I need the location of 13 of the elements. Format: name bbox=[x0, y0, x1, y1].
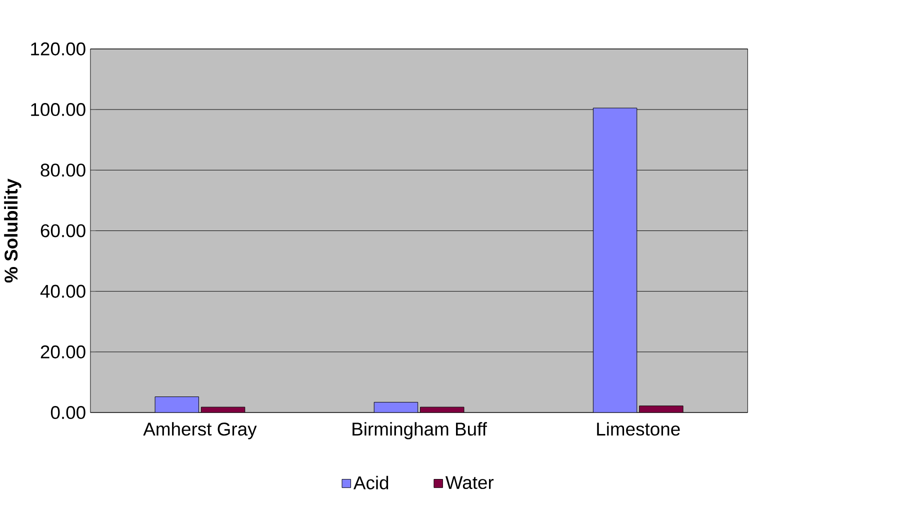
y-axis-title: % Solubility bbox=[4, 178, 22, 283]
y-tick-label: 60.00 bbox=[40, 224, 86, 238]
y-tick-label: 100.00 bbox=[31, 103, 86, 116]
x-tick-label: Birmingham Buff bbox=[352, 422, 488, 440]
legend-label: Water bbox=[445, 476, 494, 490]
y-tick-label: 20.00 bbox=[40, 346, 86, 359]
x-tick-label: Amherst Gray bbox=[143, 422, 257, 440]
y-tick-label: 40.00 bbox=[40, 284, 86, 298]
y-tick-label: 80.00 bbox=[40, 164, 86, 177]
y-tick-label: 120.00 bbox=[31, 42, 86, 56]
y-tick-label: 0.00 bbox=[50, 406, 86, 420]
x-tick-label: Limestone bbox=[597, 422, 680, 436]
legend-label: Acid bbox=[353, 476, 388, 490]
